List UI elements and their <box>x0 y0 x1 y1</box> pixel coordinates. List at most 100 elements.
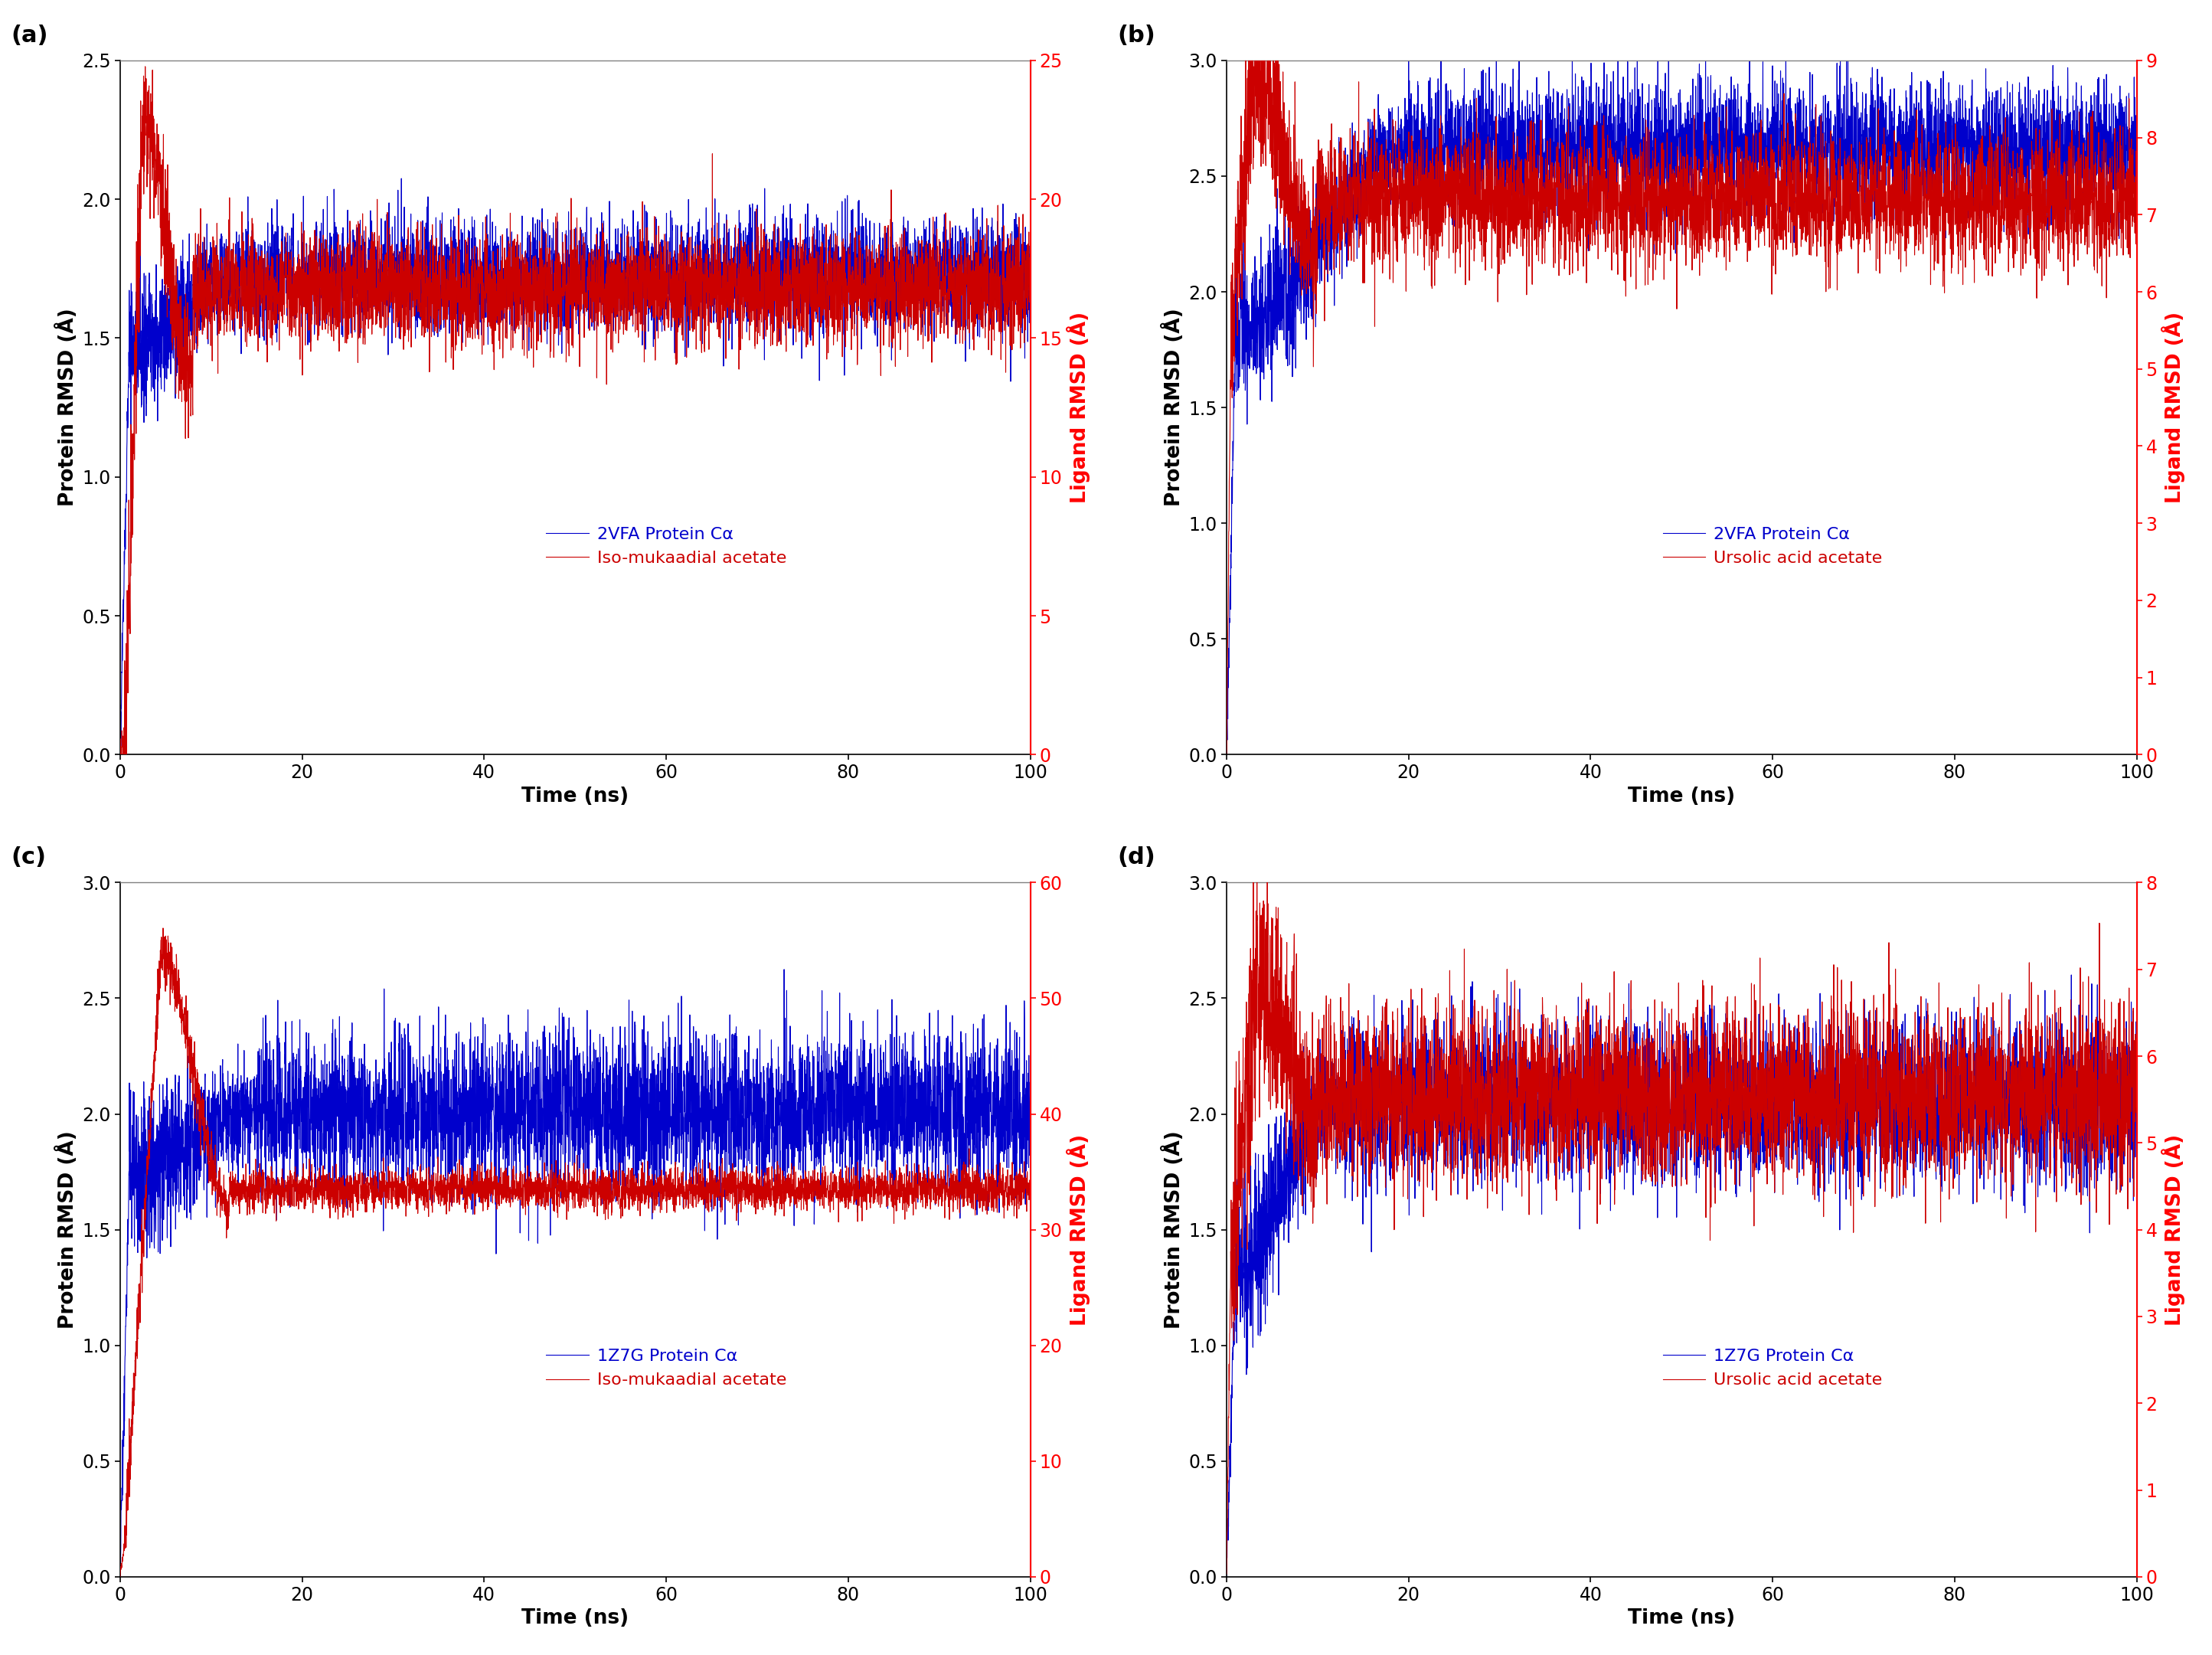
Line: 1Z7G Protein Cα: 1Z7G Protein Cα <box>119 970 1031 1577</box>
Y-axis label: Ligand RMSD (Å): Ligand RMSD (Å) <box>2161 311 2185 503</box>
Text: (a): (a) <box>11 25 49 46</box>
2VFA Protein Cα <box>856 261 883 281</box>
Ursolic acid acetate <box>1893 1173 1920 1193</box>
1Z7G Protein Cα <box>785 1094 812 1114</box>
Ursolic acid acetate <box>1378 180 1405 200</box>
2VFA Protein Cα <box>1805 127 1832 147</box>
Ursolic acid acetate <box>1378 1152 1405 1172</box>
1Z7G Protein Cα <box>106 1567 133 1587</box>
Iso-mukaadial acetate <box>106 743 133 763</box>
2VFA Protein Cα <box>387 169 414 189</box>
1Z7G Protein Cα <box>770 960 796 980</box>
2VFA Protein Cα <box>272 261 299 281</box>
1Z7G Protein Cα <box>1962 1074 1989 1094</box>
Ursolic acid acetate <box>1962 202 1989 222</box>
1Z7G Protein Cα <box>2124 1178 2150 1198</box>
2VFA Protein Cα <box>1962 187 1989 207</box>
1Z7G Protein Cα <box>653 1099 679 1119</box>
2VFA Protein Cα <box>456 268 482 288</box>
2VFA Protein Cα <box>1759 56 1785 76</box>
1Z7G Protein Cα <box>1378 1158 1405 1178</box>
X-axis label: Time (ns): Time (ns) <box>1628 786 1734 806</box>
Y-axis label: Ligand RMSD (Å): Ligand RMSD (Å) <box>2161 1134 2185 1326</box>
Ursolic acid acetate <box>1805 1051 1832 1071</box>
1Z7G Protein Cα <box>856 1115 883 1135</box>
Iso-mukaadial acetate <box>272 1182 299 1202</box>
Y-axis label: Protein RMSD (Å): Protein RMSD (Å) <box>1161 308 1183 506</box>
Text: (d): (d) <box>1117 846 1155 869</box>
Line: Iso-mukaadial acetate: Iso-mukaadial acetate <box>119 66 1031 755</box>
Line: Iso-mukaadial acetate: Iso-mukaadial acetate <box>119 928 1031 1577</box>
Line: 1Z7G Protein Cα: 1Z7G Protein Cα <box>1225 975 2137 1577</box>
Line: Ursolic acid acetate: Ursolic acid acetate <box>1225 0 2137 753</box>
2VFA Protein Cα <box>2124 124 2150 144</box>
Iso-mukaadial acetate <box>856 258 883 278</box>
Iso-mukaadial acetate <box>653 288 679 308</box>
Ursolic acid acetate <box>1212 1564 1239 1584</box>
Iso-mukaadial acetate <box>456 311 482 331</box>
Legend: 1Z7G Protein Cα, Ursolic acid acetate: 1Z7G Protein Cα, Ursolic acid acetate <box>1657 1342 1889 1395</box>
Iso-mukaadial acetate <box>699 1162 726 1182</box>
Text: (b): (b) <box>1117 25 1155 46</box>
Iso-mukaadial acetate <box>106 1567 133 1587</box>
2VFA Protein Cα <box>699 296 726 316</box>
Line: Ursolic acid acetate: Ursolic acid acetate <box>1225 841 2137 1574</box>
1Z7G Protein Cα <box>272 1142 299 1162</box>
1Z7G Protein Cα <box>1562 1041 1588 1061</box>
Ursolic acid acetate <box>2124 232 2150 252</box>
1Z7G Protein Cα <box>456 1081 482 1101</box>
Ursolic acid acetate <box>1212 743 1239 763</box>
2VFA Protein Cα <box>106 730 133 750</box>
1Z7G Protein Cα <box>2057 965 2084 985</box>
Line: 2VFA Protein Cα: 2VFA Protein Cα <box>119 179 1031 755</box>
Legend: 2VFA Protein Cα, Ursolic acid acetate: 2VFA Protein Cα, Ursolic acid acetate <box>1657 520 1889 573</box>
Ursolic acid acetate <box>1962 1059 1989 1079</box>
2VFA Protein Cα <box>653 261 679 281</box>
Legend: 2VFA Protein Cα, Iso-mukaadial acetate: 2VFA Protein Cα, Iso-mukaadial acetate <box>540 520 794 573</box>
2VFA Protein Cα <box>1378 134 1405 154</box>
2VFA Protein Cα <box>1562 141 1588 161</box>
2VFA Protein Cα <box>785 253 812 273</box>
Y-axis label: Ligand RMSD (Å): Ligand RMSD (Å) <box>1066 1134 1091 1326</box>
X-axis label: Time (ns): Time (ns) <box>1628 1609 1734 1629</box>
Iso-mukaadial acetate <box>653 1192 679 1211</box>
Y-axis label: Protein RMSD (Å): Protein RMSD (Å) <box>55 308 77 506</box>
1Z7G Protein Cα <box>699 1097 726 1117</box>
1Z7G Protein Cα <box>1893 1163 1920 1183</box>
Legend: 1Z7G Protein Cα, Iso-mukaadial acetate: 1Z7G Protein Cα, Iso-mukaadial acetate <box>540 1342 794 1395</box>
1Z7G Protein Cα <box>1805 1168 1832 1188</box>
2VFA Protein Cα <box>1893 81 1920 101</box>
Iso-mukaadial acetate <box>106 745 133 765</box>
Text: (c): (c) <box>11 846 46 869</box>
Ursolic acid acetate <box>1562 227 1588 247</box>
Iso-mukaadial acetate <box>272 247 299 266</box>
1Z7G Protein Cα <box>1759 1076 1785 1096</box>
2VFA Protein Cα <box>1214 745 1241 765</box>
1Z7G Protein Cα <box>1018 1086 1044 1106</box>
Ursolic acid acetate <box>2124 1044 2150 1064</box>
2VFA Protein Cα <box>1772 30 1798 50</box>
Ursolic acid acetate <box>1562 1058 1588 1077</box>
Iso-mukaadial acetate <box>785 301 812 321</box>
2VFA Protein Cα <box>106 745 133 765</box>
Iso-mukaadial acetate <box>699 144 726 164</box>
Ursolic acid acetate <box>1759 1145 1785 1165</box>
Iso-mukaadial acetate <box>785 1172 812 1192</box>
Y-axis label: Ligand RMSD (Å): Ligand RMSD (Å) <box>1066 311 1091 503</box>
X-axis label: Time (ns): Time (ns) <box>522 1609 628 1629</box>
Iso-mukaadial acetate <box>1018 1182 1044 1202</box>
Iso-mukaadial acetate <box>133 56 159 76</box>
1Z7G Protein Cα <box>1212 1567 1239 1587</box>
Ursolic acid acetate <box>1805 162 1832 182</box>
Iso-mukaadial acetate <box>1018 296 1044 316</box>
Iso-mukaadial acetate <box>856 1168 883 1188</box>
Iso-mukaadial acetate <box>456 1168 482 1188</box>
2VFA Protein Cα <box>1212 743 1239 763</box>
Ursolic acid acetate <box>1893 200 1920 220</box>
X-axis label: Time (ns): Time (ns) <box>522 786 628 806</box>
Y-axis label: Protein RMSD (Å): Protein RMSD (Å) <box>1161 1130 1183 1329</box>
Line: 2VFA Protein Cα: 2VFA Protein Cα <box>1225 40 2137 755</box>
Iso-mukaadial acetate <box>150 919 177 938</box>
2VFA Protein Cα <box>1018 285 1044 305</box>
Ursolic acid acetate <box>1243 831 1270 851</box>
